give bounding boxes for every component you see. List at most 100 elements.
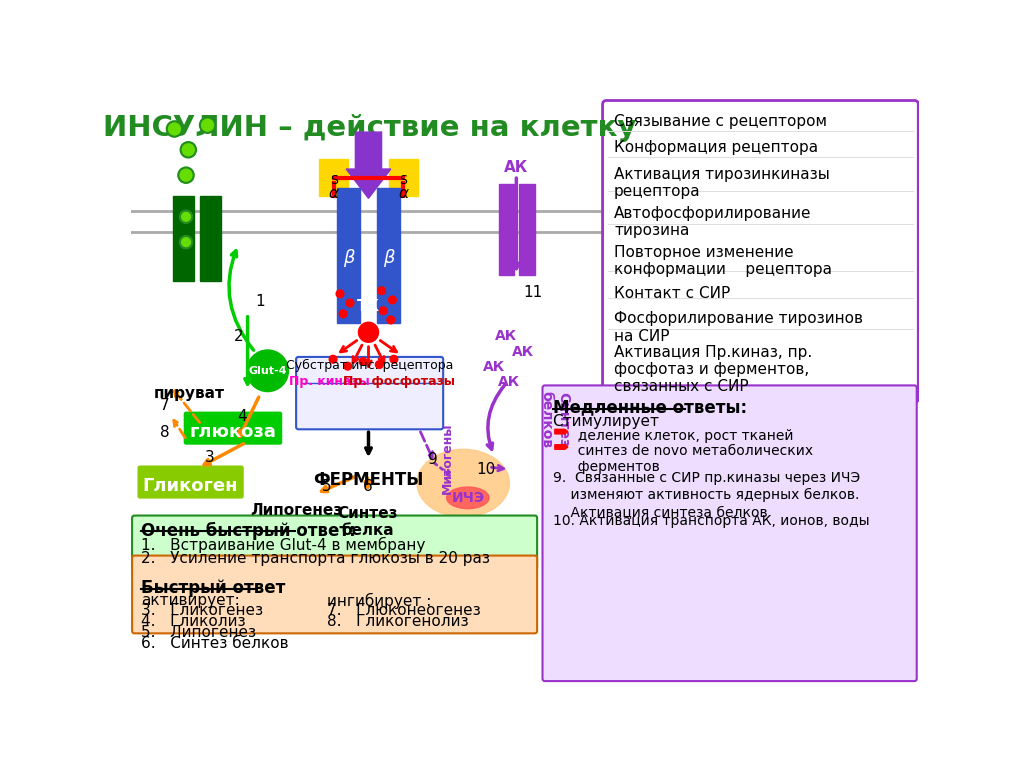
Text: 10. Активация транспорта АК, ионов, воды: 10. Активация транспорта АК, ионов, воды	[553, 514, 869, 528]
Ellipse shape	[446, 487, 489, 509]
Text: Автофосфорилирование
тирозина: Автофосфорилирование тирозина	[614, 206, 812, 239]
Text: активирует:: активирует:	[141, 593, 240, 607]
Text: 7.   Глюконеогенез: 7. Глюконеогенез	[327, 604, 480, 618]
FancyBboxPatch shape	[602, 100, 919, 403]
Text: 10: 10	[477, 462, 496, 476]
Circle shape	[376, 360, 383, 368]
Text: Активация Пр.киназ, пр.
фосфотаз и ферментов,
связанных с СИР: Активация Пр.киназ, пр. фосфотаз и ферме…	[614, 344, 812, 394]
Text: 4: 4	[238, 410, 247, 424]
Text: 5.   Липогенез: 5. Липогенез	[141, 625, 256, 640]
Text: Липогенез: Липогенез	[250, 503, 342, 518]
FancyBboxPatch shape	[296, 357, 443, 430]
Text: 7: 7	[160, 399, 169, 413]
Text: синтез de novo метаболических
  ферментов: синтез de novo метаболических ферментов	[569, 444, 814, 474]
Text: ИЧЭ: ИЧЭ	[452, 491, 484, 505]
Text: ИНСУЛИН – действие на клетку: ИНСУЛИН – действие на клетку	[102, 114, 636, 142]
Text: пируват: пируват	[154, 386, 224, 401]
Text: АК: АК	[483, 360, 505, 374]
Circle shape	[330, 355, 337, 363]
Text: Активация тирозинкиназы
рецептора: Активация тирозинкиназы рецептора	[614, 166, 829, 199]
Polygon shape	[346, 132, 391, 199]
Bar	[519, 184, 535, 275]
Circle shape	[344, 362, 351, 370]
Text: ингибирует :: ингибирует :	[327, 593, 431, 609]
Text: 1: 1	[255, 294, 265, 309]
Text: 2: 2	[233, 329, 243, 344]
Text: Синтез
белков: Синтез белков	[540, 390, 570, 448]
Bar	[377, 188, 400, 323]
Text: глюкоза: глюкоза	[189, 423, 276, 441]
Text: Гликоген: Гликоген	[143, 477, 239, 495]
Bar	[337, 188, 360, 323]
FancyBboxPatch shape	[183, 412, 283, 445]
Text: АК: АК	[504, 160, 528, 175]
Text: 1.   Встраивание Glut-4 в мембрану: 1. Встраивание Glut-4 в мембрану	[141, 537, 426, 553]
Bar	[388, 159, 418, 196]
Text: Медленные ответы:: Медленные ответы:	[553, 399, 746, 416]
Text: 5: 5	[323, 479, 332, 494]
Text: Связывание с рецептором: Связывание с рецептором	[614, 114, 827, 129]
Circle shape	[387, 316, 394, 324]
Text: Пр. киназы: Пр. киназы	[289, 375, 370, 388]
Circle shape	[247, 350, 289, 392]
Text: АК: АК	[496, 329, 517, 343]
Circle shape	[200, 117, 215, 133]
FancyBboxPatch shape	[132, 555, 538, 634]
Text: Glut-4: Glut-4	[249, 366, 287, 376]
Text: S: S	[330, 174, 338, 187]
FancyBboxPatch shape	[132, 515, 538, 570]
FancyArrow shape	[555, 445, 568, 449]
Text: Повторное изменение
конформации    рецептора: Повторное изменение конформации рецептор…	[614, 245, 833, 277]
Text: 8: 8	[160, 426, 169, 440]
Text: 2.   Усиление транспорта глюкозы в 20 раз: 2. Усиление транспорта глюкозы в 20 раз	[141, 551, 490, 566]
Text: АК: АК	[512, 344, 535, 359]
Text: 6.   Синтез белков: 6. Синтез белков	[141, 636, 289, 650]
Text: Стимулирует: Стимулирует	[553, 414, 659, 429]
Text: ФЕРМЕНТЫ: ФЕРМЕНТЫ	[313, 471, 424, 489]
Text: Фосфорилирование тирозинов
на СИР: Фосфорилирование тирозинов на СИР	[614, 311, 863, 344]
Circle shape	[180, 236, 193, 249]
Text: деление клеток, рост тканей: деление клеток, рост тканей	[569, 429, 794, 443]
Circle shape	[180, 211, 193, 223]
Circle shape	[180, 142, 196, 157]
FancyBboxPatch shape	[543, 385, 916, 681]
Circle shape	[379, 307, 387, 314]
Text: 4.   Гликолиз: 4. Гликолиз	[141, 614, 246, 629]
Text: ТК: ТК	[357, 298, 380, 314]
Circle shape	[359, 357, 367, 365]
Circle shape	[336, 290, 344, 298]
Text: Пр. фосфотазы: Пр. фосфотазы	[342, 375, 455, 388]
Circle shape	[388, 296, 396, 304]
Bar	[499, 184, 514, 275]
Text: Очень быстрый ответ:: Очень быстрый ответ:	[141, 522, 356, 540]
Bar	[173, 196, 195, 281]
Text: 3: 3	[205, 450, 215, 465]
Text: β: β	[383, 249, 394, 267]
Circle shape	[178, 167, 194, 183]
Bar	[319, 159, 348, 196]
Text: β: β	[343, 249, 354, 267]
Text: Синтез
белка: Синтез белка	[338, 505, 398, 538]
FancyBboxPatch shape	[137, 466, 244, 499]
Text: Конформация рецептора: Конформация рецептора	[614, 140, 818, 155]
Text: 8.   Гликогенолиз: 8. Гликогенолиз	[327, 614, 469, 629]
Circle shape	[390, 355, 397, 363]
Text: 6: 6	[362, 479, 373, 494]
Ellipse shape	[417, 449, 509, 517]
Circle shape	[167, 121, 182, 137]
Circle shape	[358, 322, 379, 342]
Text: 11: 11	[523, 285, 543, 300]
Circle shape	[378, 287, 385, 295]
Text: АК: АК	[499, 375, 520, 390]
Bar	[200, 196, 221, 281]
FancyArrow shape	[555, 430, 568, 434]
Text: S: S	[399, 174, 408, 187]
Text: Быстрый ответ: Быстрый ответ	[141, 579, 286, 597]
Text: Субстрат инс. рецептора: Субстрат инс. рецептора	[286, 359, 453, 372]
Circle shape	[346, 299, 354, 307]
Text: Митогены: Митогены	[441, 422, 455, 493]
Circle shape	[339, 310, 347, 318]
Text: 9: 9	[428, 453, 438, 467]
Text: 9.  Связанные с СИР пр.киназы через ИЧЭ
    изменяют активность ядерных белков.
: 9. Связанные с СИР пр.киназы через ИЧЭ и…	[553, 471, 859, 519]
Text: Контакт с СИР: Контакт с СИР	[614, 286, 730, 301]
